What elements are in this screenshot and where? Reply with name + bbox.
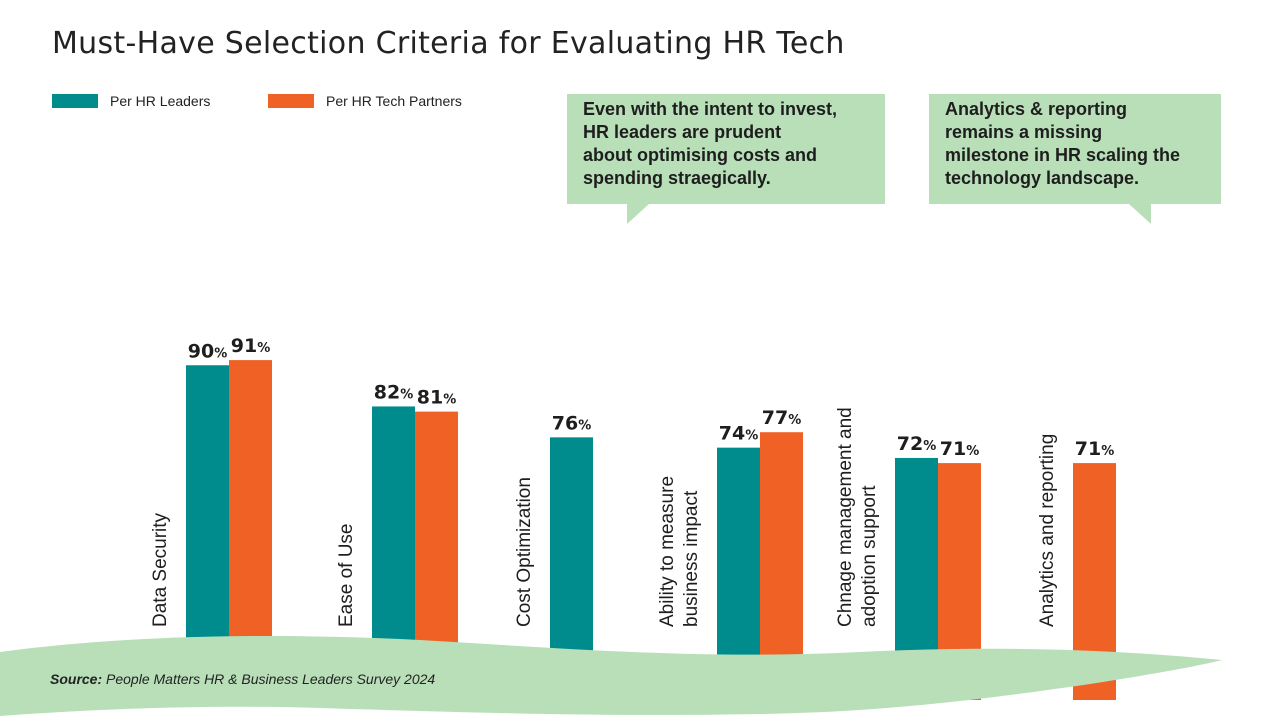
legend-label-hr-tech-partners: Per HR Tech Partners bbox=[326, 93, 462, 109]
data-label-unit: % bbox=[788, 413, 801, 428]
data-label: 74% bbox=[719, 423, 758, 445]
data-label: 76% bbox=[552, 412, 591, 434]
legend-swatch-hr-tech-partners bbox=[268, 94, 314, 108]
category-label-line: Chnage management and bbox=[835, 407, 856, 627]
callout-line: HR leaders are prudent bbox=[583, 122, 782, 142]
category-label: Data Security bbox=[150, 512, 171, 627]
source-label: Source: bbox=[50, 671, 103, 687]
category-label-line: Data Security bbox=[150, 512, 171, 627]
data-label: 71% bbox=[940, 438, 979, 460]
data-label: 90% bbox=[188, 340, 227, 362]
data-label-unit: % bbox=[400, 387, 413, 402]
callout-line: milestone in HR scaling the bbox=[945, 145, 1181, 165]
data-label-unit: % bbox=[1101, 444, 1114, 459]
callout-line: remains a missing bbox=[945, 122, 1103, 142]
category-label-line: adoption support bbox=[859, 485, 880, 627]
chart-title: Must-Have Selection Criteria for Evaluat… bbox=[52, 26, 845, 61]
category-labels-group: Data Security Ease of Use Cost Optimizatio… bbox=[150, 407, 1058, 627]
data-label-unit: % bbox=[214, 346, 227, 361]
category-label-line: Cost Optimization bbox=[514, 477, 535, 627]
data-label: 72% bbox=[897, 433, 936, 455]
category-label-line: Ease of Use bbox=[336, 524, 357, 628]
category-label: Cost Optimization bbox=[514, 477, 535, 627]
category-label: Ability to measure business impact bbox=[657, 476, 702, 627]
callout-line: technology landscape. bbox=[945, 168, 1140, 188]
callout-line: spending straegically. bbox=[583, 168, 771, 188]
category-label: Chnage management and adoption support bbox=[835, 407, 880, 627]
legend-swatch-hr-leaders bbox=[52, 94, 98, 108]
data-label-unit: % bbox=[923, 439, 936, 454]
legend-label-hr-leaders: Per HR Leaders bbox=[110, 93, 211, 109]
value-labels-group: 90% 91%82% 81%76% 74%77%72% 71% 71% bbox=[188, 335, 1114, 460]
callout-analytics-reporting: Analytics & reporting remains a missing … bbox=[929, 94, 1221, 204]
ground-wave bbox=[0, 636, 1222, 716]
category-label: Ease of Use bbox=[336, 524, 357, 628]
callout-cost-optimization: Even with the intent to invest, HR leade… bbox=[567, 94, 885, 224]
data-label-unit: % bbox=[257, 341, 270, 356]
callout-line: about optimising costs and bbox=[583, 145, 818, 165]
legend-item-hr-tech-partners: Per HR Tech Partners bbox=[268, 93, 462, 109]
data-label-unit: % bbox=[578, 418, 591, 433]
source-note: Source: People Matters HR & Business Lea… bbox=[50, 671, 435, 687]
legend-item-hr-leaders: Per HR Leaders bbox=[52, 93, 210, 109]
data-label: 77% bbox=[762, 407, 801, 429]
data-label: 81% bbox=[417, 387, 456, 409]
data-label-unit: % bbox=[443, 393, 456, 408]
category-label-line: Analytics and reporting bbox=[1037, 434, 1058, 627]
data-label-unit: % bbox=[745, 429, 758, 444]
data-label: 91% bbox=[231, 335, 270, 357]
data-label: 82% bbox=[374, 381, 413, 403]
category-label-line: business impact bbox=[681, 490, 702, 627]
category-label-line: Ability to measure bbox=[657, 476, 678, 627]
data-label-unit: % bbox=[966, 444, 979, 459]
source-text: People Matters HR & Business Leaders Sur… bbox=[106, 671, 436, 687]
callout-line: Analytics & reporting bbox=[945, 99, 1128, 119]
callout-line: Even with the intent to invest, bbox=[583, 99, 838, 119]
data-label: 71% bbox=[1075, 438, 1114, 460]
category-label: Analytics and reporting bbox=[1037, 434, 1058, 627]
